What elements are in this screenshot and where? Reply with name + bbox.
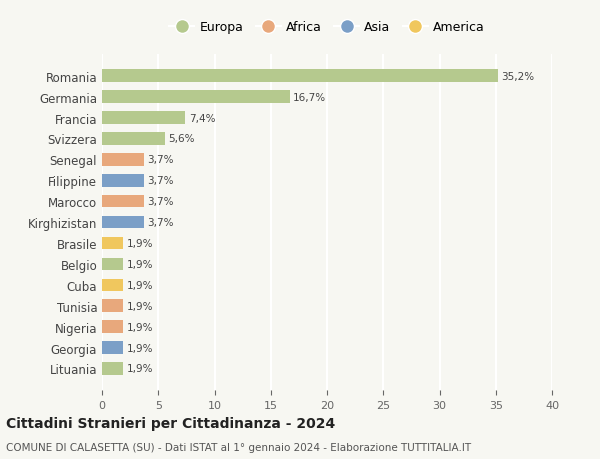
Text: 1,9%: 1,9% — [127, 322, 153, 332]
Bar — [102, 237, 124, 250]
Text: 3,7%: 3,7% — [147, 176, 173, 186]
Text: 1,9%: 1,9% — [127, 301, 153, 311]
Bar — [102, 279, 124, 291]
Bar — [102, 174, 143, 187]
Text: 3,7%: 3,7% — [147, 218, 173, 228]
Bar — [102, 196, 143, 208]
Bar — [102, 112, 185, 124]
Bar — [102, 321, 124, 333]
Bar — [102, 258, 124, 271]
Text: 1,9%: 1,9% — [127, 343, 153, 353]
Bar — [102, 154, 143, 166]
Bar — [102, 300, 124, 312]
Text: 1,9%: 1,9% — [127, 239, 153, 248]
Text: 1,9%: 1,9% — [127, 259, 153, 269]
Bar — [102, 363, 124, 375]
Legend: Europa, Africa, Asia, America: Europa, Africa, Asia, America — [169, 21, 485, 34]
Bar — [102, 91, 290, 104]
Bar — [102, 70, 498, 83]
Text: 35,2%: 35,2% — [502, 72, 535, 82]
Text: 7,4%: 7,4% — [188, 113, 215, 123]
Bar — [102, 341, 124, 354]
Text: COMUNE DI CALASETTA (SU) - Dati ISTAT al 1° gennaio 2024 - Elaborazione TUTTITAL: COMUNE DI CALASETTA (SU) - Dati ISTAT al… — [6, 442, 471, 452]
Bar — [102, 133, 165, 146]
Text: Cittadini Stranieri per Cittadinanza - 2024: Cittadini Stranieri per Cittadinanza - 2… — [6, 416, 335, 430]
Bar — [102, 216, 143, 229]
Text: 3,7%: 3,7% — [147, 155, 173, 165]
Text: 3,7%: 3,7% — [147, 197, 173, 207]
Text: 5,6%: 5,6% — [169, 134, 195, 144]
Text: 1,9%: 1,9% — [127, 364, 153, 374]
Text: 1,9%: 1,9% — [127, 280, 153, 290]
Text: 16,7%: 16,7% — [293, 92, 326, 102]
